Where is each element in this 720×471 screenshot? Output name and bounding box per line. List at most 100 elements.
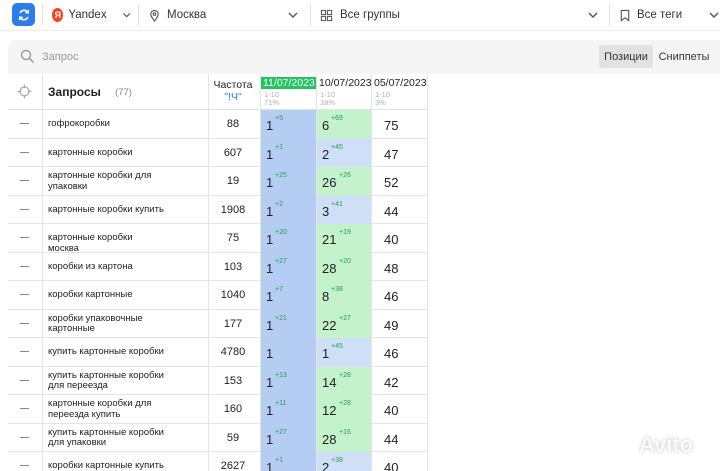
position-cell[interactable]: 6 +69 — [317, 110, 371, 139]
position-value[interactable]: 75 — [384, 118, 399, 133]
tags-select[interactable]: Все теги — [619, 0, 720, 30]
position-value[interactable]: 44 — [384, 203, 399, 219]
position-cell[interactable]: 28 +16 — [317, 423, 371, 452]
query-text[interactable]: картонные коробки — [48, 146, 133, 158]
row-collapse-icon[interactable] — [20, 465, 29, 466]
position-cell[interactable]: 1 +11 — [261, 395, 316, 424]
groups-select[interactable]: Все группы — [320, 0, 605, 30]
row-collapse-icon[interactable] — [20, 123, 29, 124]
table-row[interactable]: гофрокоробки 88 1 +5 6 +69 75 — [8, 110, 428, 139]
query-text[interactable]: коробки из картона — [48, 260, 133, 272]
position-cell[interactable]: 21 +19 — [317, 224, 371, 253]
position-cell[interactable]: 26 +26 — [317, 167, 371, 196]
position-cell[interactable]: 2 +45 — [317, 138, 371, 167]
date-header-3[interactable]: 05/07/2023 — [374, 77, 427, 89]
row-collapse-icon[interactable] — [20, 151, 29, 153]
table-row[interactable]: картонные коробки 607 1 +1 2 +45 47 — [8, 138, 428, 167]
row-collapse-icon[interactable] — [20, 180, 29, 181]
row-collapse-icon[interactable] — [20, 351, 29, 352]
row-collapse-icon[interactable] — [20, 379, 29, 381]
query-text[interactable]: коробки упаковочные картонные — [48, 312, 143, 334]
frequency-value: 19 — [226, 175, 240, 187]
query-text[interactable]: коробки картонные купить — [48, 460, 164, 471]
query-text[interactable]: картонные коробки москва — [48, 232, 133, 254]
date-header-1[interactable]: 11/07/2023 — [261, 77, 317, 89]
position-cell[interactable]: 1 +7 — [261, 281, 316, 310]
position-cell[interactable]: 1 +45 — [317, 338, 371, 367]
query-search-input[interactable] — [42, 48, 542, 66]
position-value[interactable]: 40 — [384, 232, 399, 247]
date-range-2: 1-10 — [320, 90, 336, 99]
table-row[interactable]: коробки картонные 1040 1 +7 8 +38 46 — [8, 281, 428, 310]
position-cell[interactable]: 1 +2 — [261, 195, 316, 224]
query-text[interactable]: картонные коробки купить — [48, 203, 164, 215]
query-text[interactable]: гофрокоробки — [48, 118, 110, 129]
position-value[interactable]: 46 — [384, 346, 399, 361]
toolbar-bottom-border — [0, 30, 720, 31]
position-value[interactable]: 47 — [384, 146, 399, 162]
position-value[interactable]: 42 — [384, 374, 399, 390]
table-row[interactable]: купить картонные коробки для упаковки 59 1… — [8, 423, 428, 452]
date-header-2[interactable]: 10/07/2023 — [319, 77, 372, 89]
row-collapse-icon[interactable] — [20, 436, 29, 438]
bookmark-icon — [620, 9, 630, 22]
table-row[interactable]: картонные коробки для упаковки 19 1 +25 26 +2… — [8, 167, 428, 196]
row-collapse-icon[interactable] — [20, 408, 29, 409]
position-cell[interactable]: 1 — [261, 338, 316, 367]
position-value[interactable]: 49 — [384, 317, 399, 333]
query-text[interactable]: картонные коробки для упаковки — [48, 170, 152, 192]
position-value: 1 — [266, 346, 274, 361]
position-cell[interactable]: 22 +27 — [317, 309, 371, 338]
position-cell[interactable]: 1 +1 — [261, 452, 316, 471]
position-cell[interactable]: 28 +20 — [317, 252, 371, 281]
position-cell[interactable]: 1 +21 — [261, 309, 316, 338]
tab-snippets[interactable]: Сниппеты — [658, 50, 710, 63]
search-engine-select[interactable]: Я Yandex — [52, 0, 132, 30]
table-row[interactable]: коробки из картона 103 1 +27 28 +20 48 — [8, 252, 428, 281]
position-value[interactable]: 40 — [384, 460, 399, 471]
refresh-button[interactable] — [12, 3, 35, 26]
position-value: 1 — [322, 346, 330, 361]
frequency-header[interactable]: Частота — [213, 79, 253, 91]
query-text[interactable]: коробки картонные — [48, 289, 133, 300]
position-value[interactable]: 46 — [384, 289, 399, 304]
position-cell[interactable]: 1 +1 — [261, 138, 316, 167]
table-row[interactable]: картонные коробки купить 1908 1 +2 3 +41 44 — [8, 195, 428, 224]
position-cell[interactable]: 1 +20 — [261, 224, 316, 253]
query-text[interactable]: купить картонные коробки для упаковки — [48, 426, 164, 448]
refresh-icon — [18, 9, 29, 20]
table-row[interactable]: коробки упаковочные картонные 177 1 +21 22 +2… — [8, 309, 428, 338]
query-text[interactable]: купить картонные коробки — [48, 346, 164, 357]
table-row[interactable]: купить картонные коробки для переезда 153… — [8, 366, 428, 395]
position-cell[interactable]: 14 +28 — [317, 366, 371, 395]
position-value[interactable]: 48 — [384, 260, 399, 276]
row-collapse-icon[interactable] — [20, 322, 29, 324]
row-collapse-icon[interactable] — [20, 294, 29, 295]
position-cell[interactable]: 1 +5 — [261, 110, 316, 139]
position-cell[interactable]: 1 +27 — [261, 423, 316, 452]
position-cell[interactable]: 2 +38 — [317, 452, 371, 471]
row-collapse-icon[interactable] — [20, 208, 29, 210]
date-percent-3: 3% — [375, 98, 386, 107]
row-collapse-icon[interactable] — [20, 265, 29, 267]
query-text[interactable]: картонные коробки для переезда купить — [48, 398, 152, 420]
table-row[interactable]: коробки картонные купить 2627 1 +1 2 +38 40 — [8, 452, 428, 471]
table-row[interactable]: купить картонные коробки 4780 1 1 +45 46 — [8, 338, 428, 367]
position-cell[interactable]: 12 +28 — [317, 395, 371, 424]
position-cell[interactable]: 1 +13 — [261, 366, 316, 395]
query-text[interactable]: купить картонные коробки для переезда — [48, 369, 164, 391]
region-select[interactable]: Москва — [148, 0, 308, 30]
position-value[interactable]: 40 — [384, 403, 399, 418]
queries-header[interactable]: Запросы — [48, 85, 101, 99]
crosshair-icon[interactable] — [17, 84, 32, 99]
position-cell[interactable]: 8 +38 — [317, 281, 371, 310]
table-row[interactable]: картонные коробки москва 75 1 +20 21 +19 40 — [8, 224, 428, 253]
position-value[interactable]: 52 — [384, 175, 399, 190]
position-cell[interactable]: 1 +27 — [261, 252, 316, 281]
position-cell[interactable]: 1 +25 — [261, 167, 316, 196]
position-value[interactable]: 44 — [384, 431, 399, 447]
position-cell[interactable]: 3 +41 — [317, 195, 371, 224]
table-row[interactable]: картонные коробки для переезда купить 160… — [8, 395, 428, 424]
row-collapse-icon[interactable] — [20, 237, 29, 238]
tab-positions[interactable]: Позиции — [599, 45, 653, 68]
